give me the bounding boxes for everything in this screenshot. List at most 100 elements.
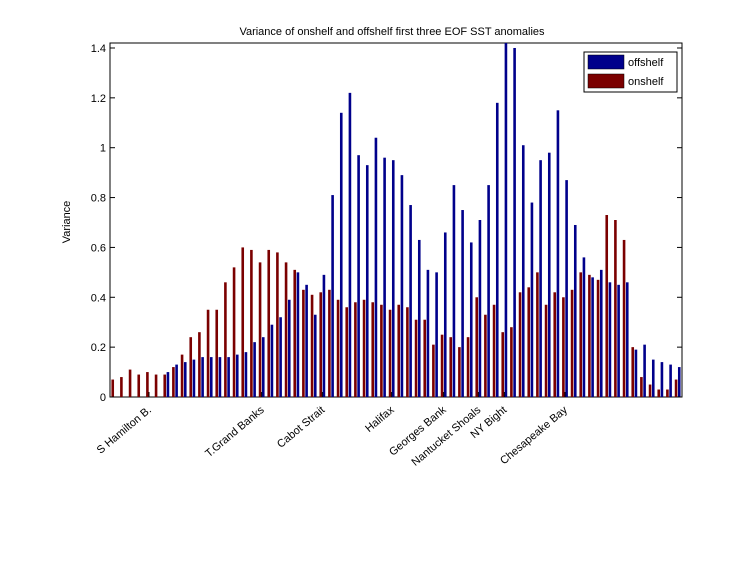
bar-offshelf-21 [296, 272, 300, 397]
legend: offshelf onshelf [583, 51, 678, 93]
legend-label-offshelf: offshelf [628, 57, 664, 69]
bar-offshelf-34 [409, 205, 412, 397]
bar-onshelf-26 [336, 299, 340, 397]
bar-onshelf-17 [258, 262, 262, 397]
bar-onshelf-14 [232, 267, 236, 397]
bar-onshelf-31 [380, 304, 383, 397]
x-axis-ticks: S Hamilton B. T.Grand Banks Cabot Strait Ha… [95, 392, 570, 469]
bar-onshelf-39 [449, 337, 453, 397]
bar-onshelf-21 [293, 269, 297, 397]
bar-offshelf-29 [365, 165, 369, 397]
bar-offshelf-10 [201, 357, 204, 397]
bar-onshelf-29 [362, 299, 366, 397]
bar-offshelf-53 [573, 224, 577, 397]
bar-onshelf-8 [180, 354, 184, 397]
bar-offshelf-37 [435, 272, 438, 397]
bar-onshelf-59 [622, 239, 626, 397]
bar-onshelf-41 [466, 337, 470, 397]
bar-onshelf-33 [397, 304, 401, 397]
legend-swatch-onshelf [587, 73, 625, 89]
x-tick-label: S Hamilton B. [95, 404, 154, 456]
bar-onshelf-43 [484, 314, 487, 397]
bar-onshelf-7 [172, 367, 175, 397]
bar-offshelf-9 [192, 359, 196, 397]
bar-onshelf-37 [432, 344, 435, 397]
bar-offshelf-19 [279, 317, 282, 397]
bar-offshelf-42 [478, 220, 482, 397]
y-tick-label: 1 [100, 143, 106, 155]
y-tick-label: 0.6 [91, 242, 106, 254]
bar-onshelf-10 [198, 332, 201, 397]
bars [111, 43, 681, 398]
bar-offshelf-6 [166, 372, 170, 397]
bar-offshelf-8 [183, 362, 187, 397]
bar-offshelf-57 [608, 282, 612, 397]
bar-onshelf-23 [310, 294, 314, 397]
bar-offshelf-35 [417, 239, 421, 397]
bar-offshelf-38 [443, 232, 447, 397]
bar-onshelf-11 [206, 309, 210, 397]
bar-onshelf-63 [657, 389, 661, 397]
bar-onshelf-27 [345, 307, 349, 397]
bar-onshelf-47 [518, 292, 522, 397]
bar-offshelf-40 [461, 210, 464, 397]
bar-offshelf-47 [521, 145, 525, 397]
bar-onshelf-36 [423, 319, 427, 397]
bar-onshelf-61 [640, 377, 643, 397]
bar-onshelf-19 [276, 252, 279, 397]
bar-offshelf-64 [669, 364, 672, 397]
bar-offshelf-15 [244, 352, 248, 397]
bar-offshelf-27 [348, 92, 352, 398]
bar-offshelf-31 [383, 157, 386, 397]
bar-offshelf-49 [539, 160, 542, 397]
bar-offshelf-65 [677, 367, 681, 397]
bar-offshelf-20 [287, 299, 291, 397]
bar-onshelf-44 [492, 304, 496, 397]
bar-onshelf-34 [406, 307, 409, 397]
bar-onshelf-15 [241, 247, 245, 397]
bar-onshelf-55 [588, 274, 591, 397]
bar-offshelf-59 [625, 282, 629, 397]
x-tick-label: Georges Bank [387, 404, 449, 459]
bar-onshelf-16 [250, 249, 253, 397]
bar-offshelf-7 [175, 364, 178, 397]
bar-offshelf-54 [582, 257, 586, 397]
bar-onshelf-3 [137, 374, 141, 397]
bar-offshelf-46 [513, 47, 516, 398]
bar-onshelf-6 [163, 374, 167, 397]
bar-onshelf-45 [501, 332, 505, 397]
y-axis-label: Variance [61, 201, 73, 244]
bar-onshelf-38 [440, 334, 444, 397]
bar-onshelf-13 [224, 282, 227, 397]
y-tick-label: 0 [100, 392, 106, 404]
bar-onshelf-50 [544, 304, 548, 397]
bar-offshelf-30 [374, 137, 378, 398]
bar-onshelf-4 [146, 372, 149, 397]
bar-offshelf-33 [400, 175, 404, 397]
x-tick-label: Cabot Strait [275, 404, 327, 451]
y-tick-label: 0.4 [91, 292, 106, 304]
bar-onshelf-60 [631, 347, 635, 397]
legend-swatch-offshelf [587, 54, 625, 70]
bar-onshelf-57 [605, 215, 609, 397]
bar-offshelf-24 [322, 274, 326, 397]
x-tick-label: T.Grand Banks [203, 404, 267, 460]
bar-offshelf-60 [634, 349, 638, 397]
bar-onshelf-52 [562, 297, 565, 397]
bar-onshelf-22 [302, 289, 305, 397]
bar-offshelf-23 [313, 314, 317, 397]
bar-offshelf-18 [270, 324, 274, 397]
bar-onshelf-53 [570, 289, 574, 397]
plot-area [109, 42, 683, 398]
bar-onshelf-2 [128, 369, 132, 397]
bar-onshelf-1 [120, 377, 123, 397]
legend-label-onshelf: onshelf [628, 76, 664, 88]
bar-onshelf-49 [536, 272, 539, 397]
chart-title: Variance of onshelf and offshelf first t… [239, 26, 545, 38]
bar-onshelf-65 [674, 379, 678, 397]
y-tick-label: 1.2 [91, 93, 106, 105]
bar-onshelf-64 [666, 389, 669, 397]
bar-offshelf-45 [504, 43, 508, 397]
bar-onshelf-35 [414, 319, 418, 397]
